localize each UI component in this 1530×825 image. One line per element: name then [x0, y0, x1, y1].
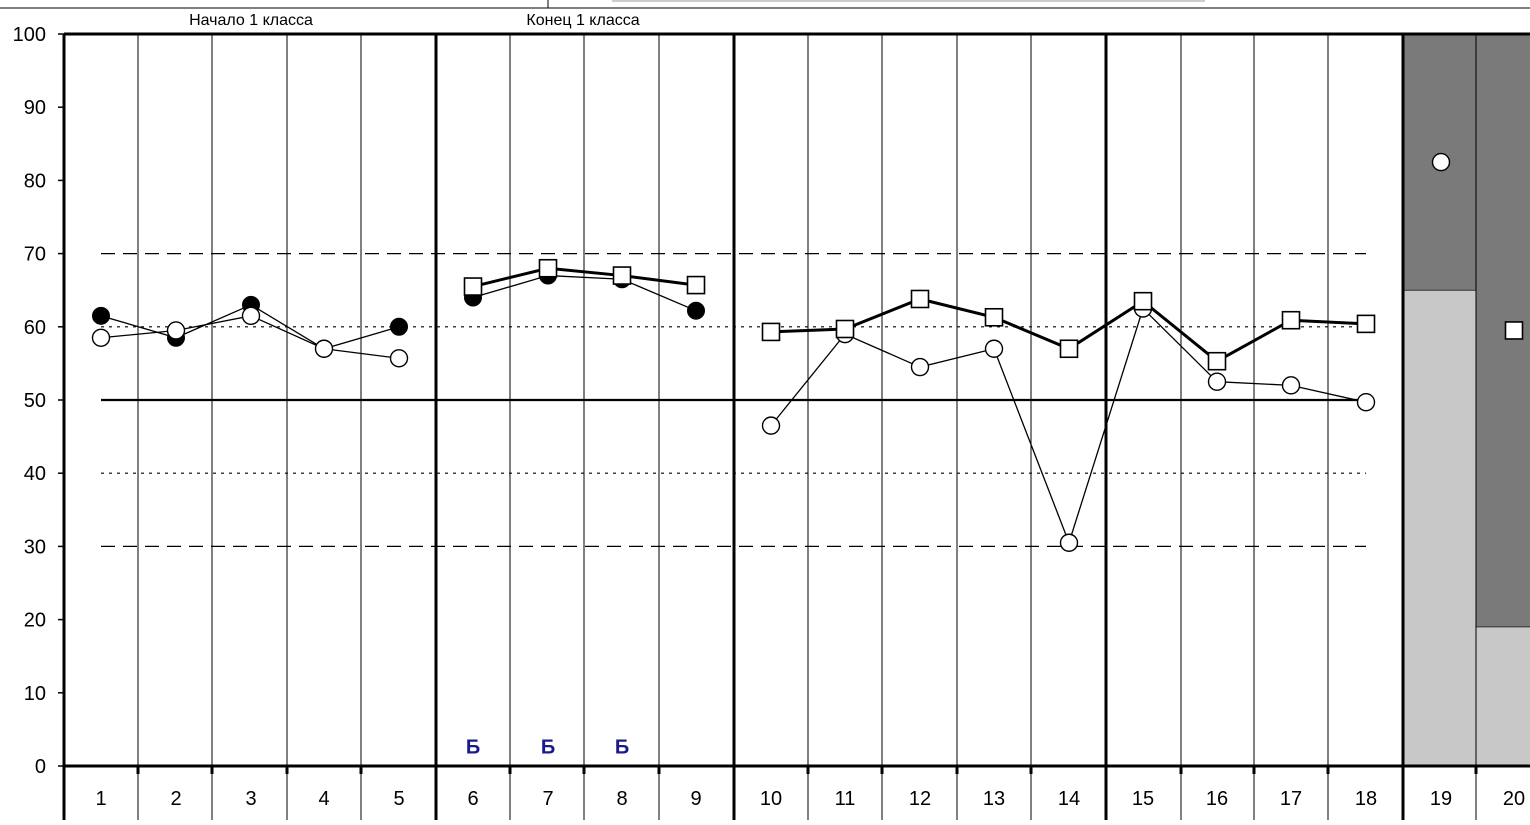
y-tick-label: 30 — [24, 536, 46, 558]
x-tick-label: 11 — [835, 788, 856, 810]
y-tick-label: 40 — [24, 463, 46, 485]
data-point — [986, 340, 1003, 357]
data-point — [1433, 154, 1450, 171]
x-tick-label: 3 — [245, 788, 256, 810]
y-tick-label: 10 — [24, 683, 46, 705]
data-point — [986, 309, 1003, 326]
x-tick-label: 16 — [1206, 788, 1228, 810]
y-tick-label: 90 — [24, 97, 46, 119]
column-20-light-band — [1476, 627, 1530, 766]
x-tick-label: 12 — [909, 788, 931, 810]
data-point — [912, 290, 929, 307]
x-tick-label: 2 — [170, 788, 181, 810]
x-tick-label: 5 — [393, 788, 404, 810]
data-point — [1358, 394, 1375, 411]
section-label: Конец 1 класса — [526, 12, 639, 29]
data-point — [1209, 353, 1226, 370]
data-point — [391, 350, 408, 367]
y-axis: 0 10 20 30 40 50 60 70 80 90 100 — [13, 24, 64, 778]
column-19-light-band — [1403, 290, 1476, 766]
data-point — [1135, 293, 1152, 310]
data-point — [763, 417, 780, 434]
x-tick-label: 10 — [760, 788, 782, 810]
annotation-label: Б — [466, 737, 480, 759]
data-point — [688, 302, 705, 319]
y-tick-label: 80 — [24, 170, 46, 192]
data-point — [1506, 322, 1523, 339]
data-point — [391, 318, 408, 335]
data-point — [837, 320, 854, 337]
data-point — [168, 322, 185, 339]
plot-frame — [64, 34, 1530, 820]
annotation-label: Б — [541, 737, 555, 759]
data-point — [540, 260, 557, 277]
x-tick-label: 15 — [1132, 788, 1154, 810]
data-point — [1283, 377, 1300, 394]
x-tick-label: 4 — [318, 788, 329, 810]
data-point — [1358, 315, 1375, 332]
data-point — [243, 307, 260, 324]
x-tick-label: 1 — [95, 788, 106, 810]
y-tick-label: 0 — [35, 756, 46, 778]
annotation-label: Б — [615, 737, 629, 759]
x-tick-label: 19 — [1430, 788, 1452, 810]
x-tick-label: 8 — [616, 788, 627, 810]
x-tick-label: 6 — [467, 788, 478, 810]
y-tick-label: 50 — [24, 390, 46, 412]
top-header — [0, 0, 1530, 8]
series-open-circle — [93, 154, 1450, 552]
data-point — [614, 267, 631, 284]
x-tick-label: 18 — [1355, 788, 1377, 810]
y-tick-label: 20 — [24, 610, 46, 632]
data-point — [1061, 340, 1078, 357]
x-tick-label: 9 — [690, 788, 701, 810]
column-backgrounds — [1403, 34, 1530, 766]
data-point — [93, 307, 110, 324]
data-point — [465, 278, 482, 295]
x-tick-label: 17 — [1280, 788, 1302, 810]
x-axis: 1 2 3 4 5 6 7 8 9 10 11 12 13 14 15 16 17 18 19 20 — [95, 766, 1525, 810]
x-tick-label: 20 — [1503, 788, 1525, 810]
x-tick-label: 13 — [983, 788, 1005, 810]
y-tick-label: 100 — [13, 24, 46, 46]
y-tick-label: 60 — [24, 317, 46, 339]
data-point — [763, 323, 780, 340]
y-tick-label: 70 — [24, 244, 46, 266]
section-label: Начало 1 класса — [189, 12, 313, 29]
vertical-gridlines — [138, 34, 1476, 820]
data-point — [93, 329, 110, 346]
data-point — [912, 359, 929, 376]
data-point — [1209, 373, 1226, 390]
data-point — [1283, 312, 1300, 329]
x-tick-label: 14 — [1058, 788, 1080, 810]
data-point — [316, 340, 333, 357]
section-labels: Начало 1 класса Конец 1 класса — [189, 12, 640, 29]
data-point — [688, 277, 705, 294]
data-point — [1061, 534, 1078, 551]
x-tick-label: 7 — [542, 788, 553, 810]
